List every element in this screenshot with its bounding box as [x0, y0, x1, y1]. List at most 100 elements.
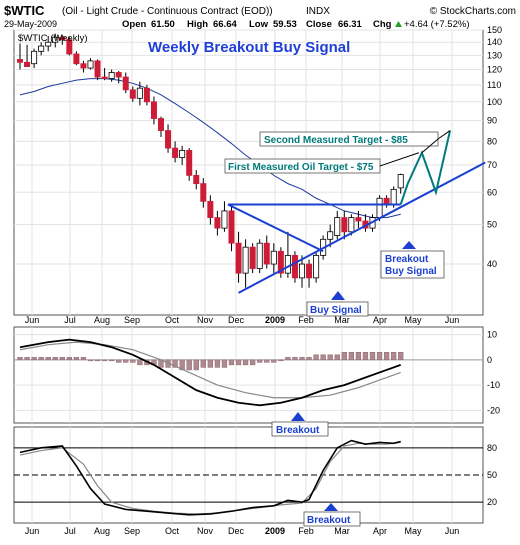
low-label: Low	[249, 19, 269, 30]
macd-histogram-bar	[109, 359, 115, 362]
candle-body	[115, 72, 122, 78]
chg-label: Chg	[373, 19, 392, 30]
macd-breakout-label: Breakout	[276, 425, 320, 436]
macd-signal-line	[19, 341, 401, 399]
price-x-tick: Jun	[25, 315, 40, 325]
stoch-x-tick: 2009	[265, 526, 285, 536]
macd-histogram-bar	[17, 357, 23, 361]
breakout-buy-arrow-icon	[402, 241, 416, 249]
candle-body	[256, 242, 263, 269]
stoch-x-tick: May	[404, 526, 422, 536]
price-x-tick: Apr	[373, 315, 387, 325]
close-label: Close	[306, 19, 332, 30]
macd-histogram-bar	[306, 357, 312, 361]
price-x-tick: Jul	[64, 315, 76, 325]
chg-value: +4.64 (+7.52%)	[404, 19, 470, 30]
stoch-breakout-arrow-icon	[324, 503, 338, 511]
macd-histogram-bar	[94, 359, 101, 362]
candle-body	[122, 76, 129, 91]
macd-histogram-bar	[200, 359, 206, 368]
stoch-breakout-box	[303, 511, 361, 527]
candle-body	[45, 41, 52, 47]
price-y-tick: 100	[487, 97, 502, 107]
stoch-x-tick: Sep	[124, 526, 140, 536]
second-target-label: Second Measured Target - $85	[264, 135, 408, 146]
macd-histogram-bar	[292, 357, 298, 361]
price-y-tick: 70	[487, 160, 497, 170]
chart-title: Weekly Breakout Buy Signal	[148, 39, 350, 56]
candle-body	[348, 217, 355, 233]
stoch-x-tick: Nov	[197, 526, 214, 536]
candle-body	[376, 197, 383, 218]
stoch-fast-line	[19, 439, 401, 516]
candle-body	[327, 231, 334, 240]
price-y-tick: 150	[487, 25, 502, 35]
buy-signal-box	[306, 301, 369, 317]
candle-body	[214, 217, 221, 229]
candle-body	[129, 89, 136, 99]
open-label: Open	[122, 19, 146, 30]
candle-body	[355, 217, 362, 222]
macd-histogram-bar	[214, 359, 221, 368]
macd-histogram-bar	[257, 359, 263, 363]
high-value: 66.64	[213, 19, 237, 30]
price-y-tick: 60	[487, 187, 497, 197]
candle-body	[263, 242, 270, 265]
macd-y-tick: 0	[487, 355, 492, 365]
candle-body	[101, 76, 108, 79]
candle-body	[341, 217, 348, 233]
candle-body	[284, 255, 291, 274]
candle-body	[136, 87, 143, 99]
macd-histogram-bar	[186, 359, 192, 371]
candle-body	[270, 250, 277, 265]
price-y-tick: 80	[487, 136, 497, 146]
candle-body	[73, 53, 80, 65]
price-x-tick: 2009	[265, 315, 285, 325]
macd-histogram-bar	[123, 359, 129, 363]
buy-signal-arrow-icon	[331, 291, 345, 300]
candle-body	[397, 174, 404, 189]
macd-histogram-bar	[172, 359, 178, 368]
candle-body	[172, 147, 179, 158]
macd-histogram-bar	[278, 359, 284, 362]
macd-histogram-bar	[116, 359, 122, 363]
exchange-label: INDX	[306, 6, 330, 17]
price-y-tick: 40	[487, 259, 497, 269]
candle-body	[157, 118, 164, 131]
macd-histogram-bar	[207, 359, 213, 368]
candle-body	[31, 50, 38, 65]
candle-body	[306, 263, 313, 279]
stoch-y-tick: 50	[487, 470, 497, 480]
macd-histogram-bar	[80, 357, 87, 361]
macd-histogram-bar	[45, 357, 51, 361]
macd-histogram-bar	[24, 357, 30, 361]
price-y-tick: 130	[487, 50, 502, 60]
macd-y-tick: 10	[487, 330, 497, 340]
macd-line	[19, 338, 402, 407]
candle-body	[94, 60, 101, 78]
price-legend: $WTIC (Weekly)	[18, 33, 88, 44]
stoch-breakout-label: Breakout	[307, 515, 351, 526]
close-value: 66.31	[338, 19, 362, 30]
macd-histogram-bar	[221, 359, 228, 368]
macd-histogram-bar	[101, 359, 108, 362]
breakout-buy-box	[380, 250, 445, 279]
macd-histogram-bar	[391, 352, 397, 361]
macd-histogram-bar	[334, 354, 340, 361]
candle-body	[334, 217, 341, 236]
macd-histogram-bar	[130, 359, 136, 363]
candle-body	[87, 60, 94, 69]
macd-histogram-bar	[348, 352, 355, 361]
candle-body	[16, 59, 23, 63]
price-y-tick: 110	[487, 80, 501, 90]
macd-histogram-bar	[320, 354, 326, 361]
macd-histogram-bar	[362, 352, 369, 361]
stoch-x-tick: Dec	[228, 526, 245, 536]
falling-trendline	[227, 203, 324, 253]
high-label: High	[187, 19, 208, 30]
candle-body	[291, 255, 298, 279]
candle-body	[242, 246, 249, 274]
candle-body	[186, 149, 193, 176]
candle-body	[38, 45, 45, 52]
